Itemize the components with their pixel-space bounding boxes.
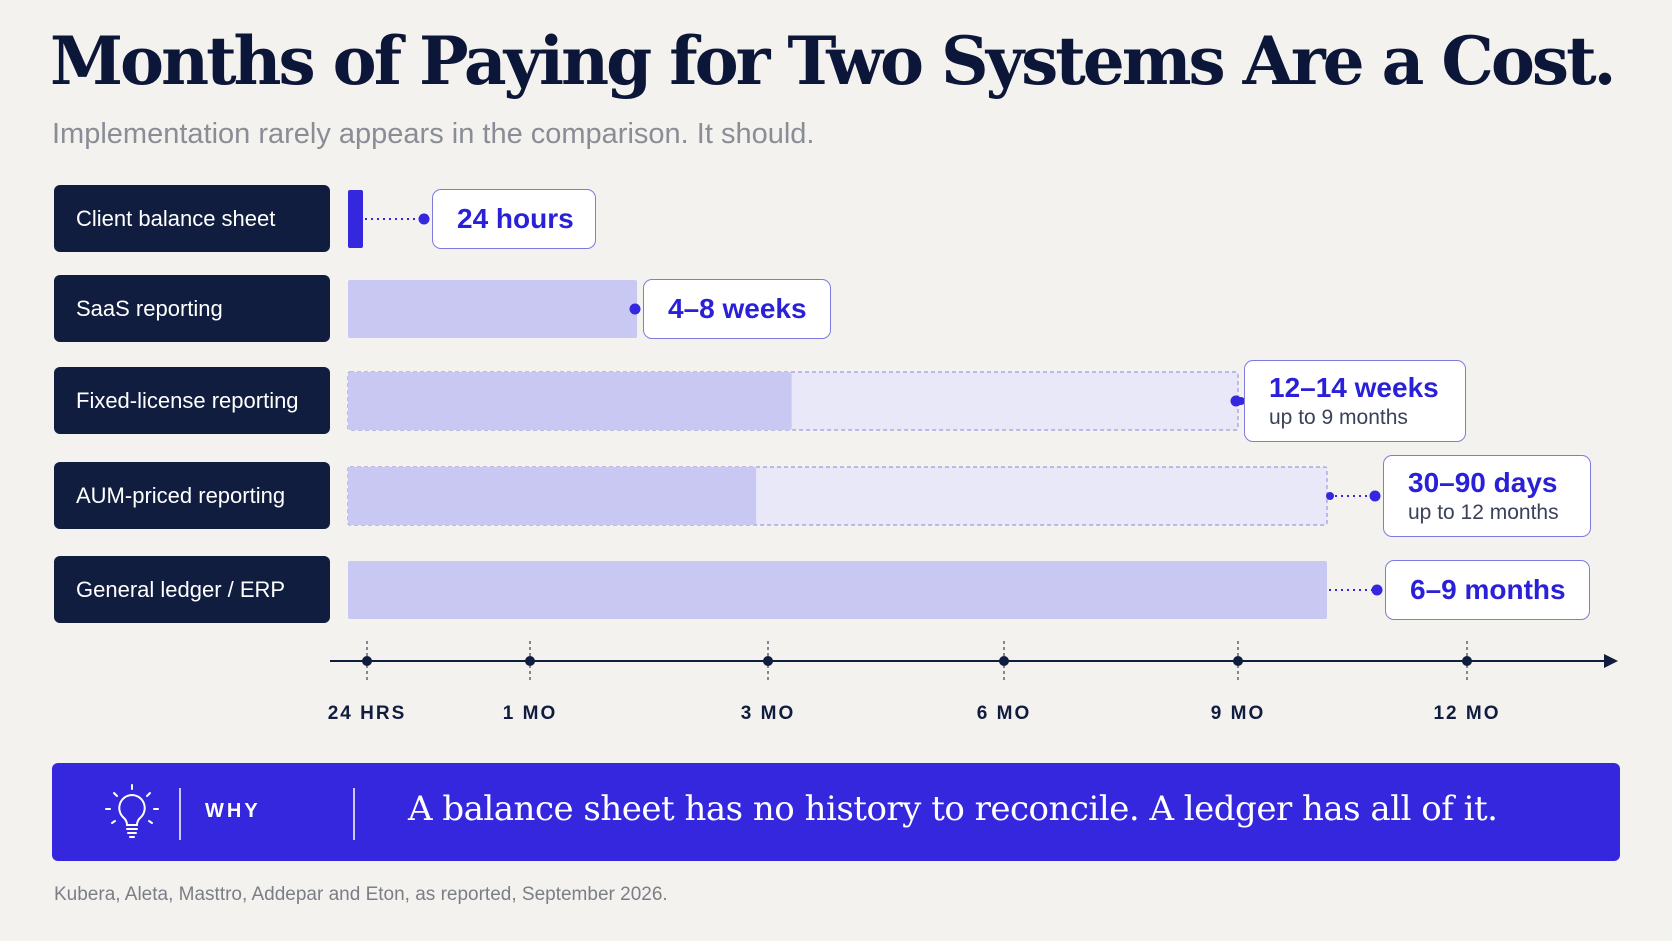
x-tick-dot <box>362 656 372 666</box>
page-title: Months of Paying for Two Systems Are a C… <box>50 22 1617 100</box>
row-label: AUM-priced reporting <box>54 462 330 529</box>
connector-dot <box>1371 584 1383 596</box>
callout-value: 30–90 days <box>1408 467 1558 498</box>
row-label: General ledger / ERP <box>54 556 330 623</box>
callout-value: 4–8 weeks <box>668 293 807 324</box>
value-callout: 4–8 weeks <box>643 279 831 339</box>
x-tick-label: 9 MO <box>1211 703 1265 724</box>
bar <box>348 372 792 430</box>
row-label: Fixed-license reporting <box>54 367 330 434</box>
x-tick-dot <box>525 656 535 666</box>
x-tick-dot <box>763 656 773 666</box>
x-tick-label: 1 MO <box>503 703 557 724</box>
x-tick-label: 3 MO <box>741 703 795 724</box>
page-subtitle: Implementation rarely appears in the com… <box>52 118 815 150</box>
lightbulb-icon <box>105 784 159 838</box>
x-tick-label: 24 HRS <box>328 703 407 724</box>
bar <box>348 561 1327 619</box>
why-label: WHY <box>205 800 261 822</box>
x-tick-dot <box>999 656 1009 666</box>
value-callout: 30–90 days up to 12 months <box>1383 455 1591 537</box>
callout-subvalue: up to 9 months <box>1269 406 1408 429</box>
callout-value: 6–9 months <box>1410 574 1566 605</box>
connector-dot <box>1369 490 1381 502</box>
row-label: Client balance sheet <box>54 185 330 252</box>
value-callout: 12–14 weeks up to 9 months <box>1244 360 1466 442</box>
row-label: SaaS reporting <box>54 275 330 342</box>
x-axis-arrow <box>1604 654 1618 668</box>
connector-dot <box>1230 395 1242 407</box>
divider <box>353 788 355 840</box>
connector-dot <box>1326 492 1334 500</box>
value-callout: 6–9 months <box>1385 560 1590 620</box>
bar-highlight <box>348 190 363 248</box>
callout-subvalue: up to 12 months <box>1408 501 1559 524</box>
x-tick-label: 12 MO <box>1433 703 1500 724</box>
bar <box>348 280 638 338</box>
x-tick-dot <box>1462 656 1472 666</box>
value-callout: 24 hours <box>432 189 596 249</box>
why-panel: WHY A balance sheet has no history to re… <box>52 763 1620 861</box>
connector-dot <box>629 303 641 315</box>
callout-value: 24 hours <box>457 203 574 234</box>
divider <box>179 788 181 840</box>
why-text: A balance sheet has no history to reconc… <box>408 789 1498 829</box>
bar <box>348 467 757 525</box>
x-tick-label: 6 MO <box>977 703 1031 724</box>
connector-dot <box>418 213 430 225</box>
timeline-chart: 24 HRS 1 MO 3 MO 6 MO 9 MO 12 MO <box>328 190 1618 724</box>
callout-value: 12–14 weeks <box>1269 372 1439 403</box>
source-footnote: Kubera, Aleta, Masttro, Addepar and Eton… <box>54 884 668 905</box>
x-tick-dot <box>1233 656 1243 666</box>
